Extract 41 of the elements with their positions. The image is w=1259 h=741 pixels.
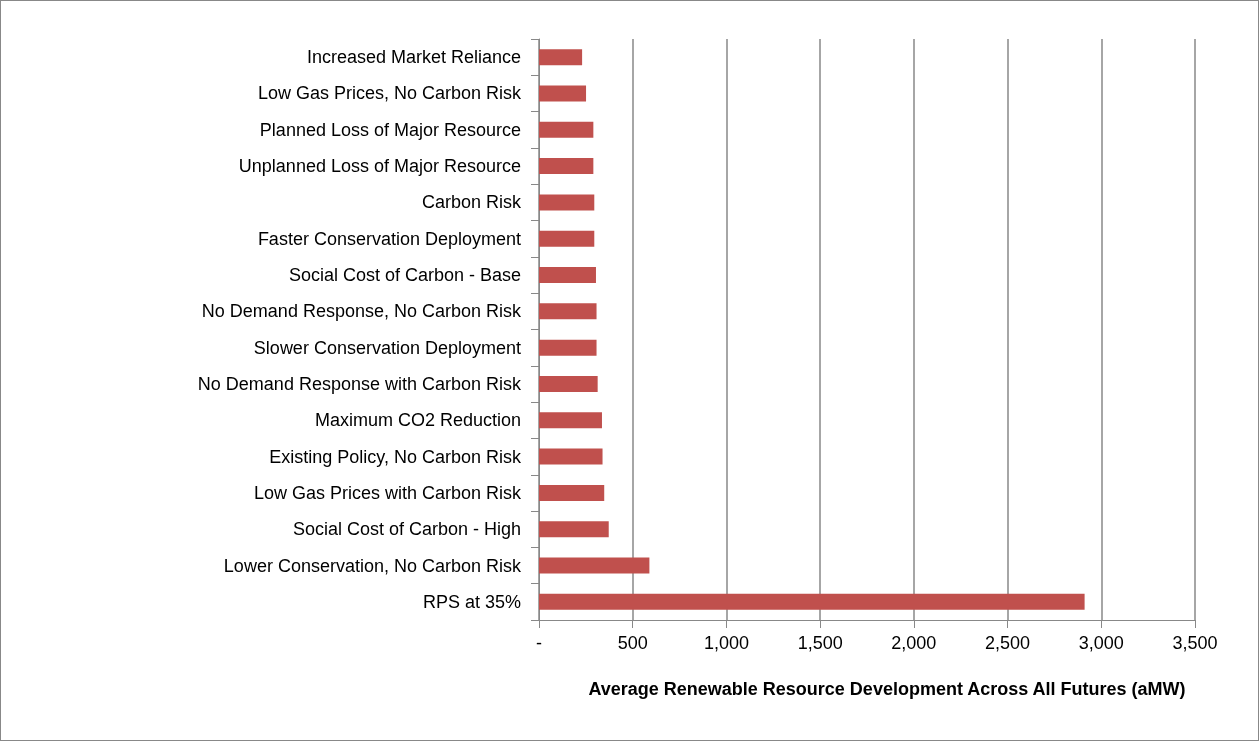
y-tick-label: Carbon Risk bbox=[421, 192, 522, 213]
bar bbox=[539, 303, 597, 320]
bar bbox=[539, 158, 594, 175]
x-tick-label: 3,000 bbox=[1078, 633, 1124, 653]
y-tick-label: Existing Policy, No Carbon Risk bbox=[269, 446, 522, 467]
bar bbox=[539, 85, 587, 102]
x-tick-label: 1,000 bbox=[703, 633, 749, 653]
x-axis-title: Average Renewable Resource Development Across All Futures (aMW) bbox=[588, 679, 1186, 699]
bar bbox=[539, 484, 605, 501]
y-tick-label: Planned Loss of Major Resource bbox=[259, 119, 521, 140]
bar bbox=[539, 339, 597, 356]
y-tick-label: Social Cost of Carbon - High bbox=[292, 519, 521, 540]
bar bbox=[539, 121, 594, 138]
x-tick-label: - bbox=[536, 633, 542, 653]
y-tick-label: No Demand Response with Carbon Risk bbox=[197, 373, 522, 394]
y-tick-label: Maximum CO2 Reduction bbox=[314, 410, 521, 431]
bar bbox=[539, 194, 595, 211]
bar bbox=[539, 49, 583, 66]
y-tick-label: Increased Market Reliance bbox=[306, 47, 521, 68]
bar bbox=[539, 448, 603, 465]
bar bbox=[539, 557, 650, 574]
y-tick-label: Lower Conservation, No Carbon Risk bbox=[223, 555, 522, 576]
x-tick-label: 2,500 bbox=[985, 633, 1031, 653]
y-tick-label: Low Gas Prices with Carbon Risk bbox=[253, 482, 522, 503]
x-tick-label: 2,000 bbox=[891, 633, 937, 653]
y-tick-label: RPS at 35% bbox=[422, 591, 521, 612]
bar bbox=[539, 593, 1085, 610]
y-tick-label: Social Cost of Carbon - Base bbox=[288, 265, 521, 286]
bar bbox=[539, 375, 598, 392]
y-tick-label: No Demand Response, No Carbon Risk bbox=[201, 301, 522, 322]
y-tick-label: Unplanned Loss of Major Resource bbox=[238, 156, 521, 177]
bar bbox=[539, 412, 602, 429]
bar bbox=[539, 521, 609, 538]
bar bbox=[539, 230, 595, 247]
y-tick-label: Low Gas Prices, No Carbon Risk bbox=[257, 83, 522, 104]
x-tick-label: 500 bbox=[617, 633, 648, 653]
y-tick-label: Faster Conservation Deployment bbox=[257, 228, 521, 249]
bar bbox=[539, 267, 596, 284]
y-tick-label: Slower Conservation Deployment bbox=[253, 337, 521, 358]
x-tick-label: 1,500 bbox=[797, 633, 843, 653]
x-tick-label: 3,500 bbox=[1172, 633, 1218, 653]
